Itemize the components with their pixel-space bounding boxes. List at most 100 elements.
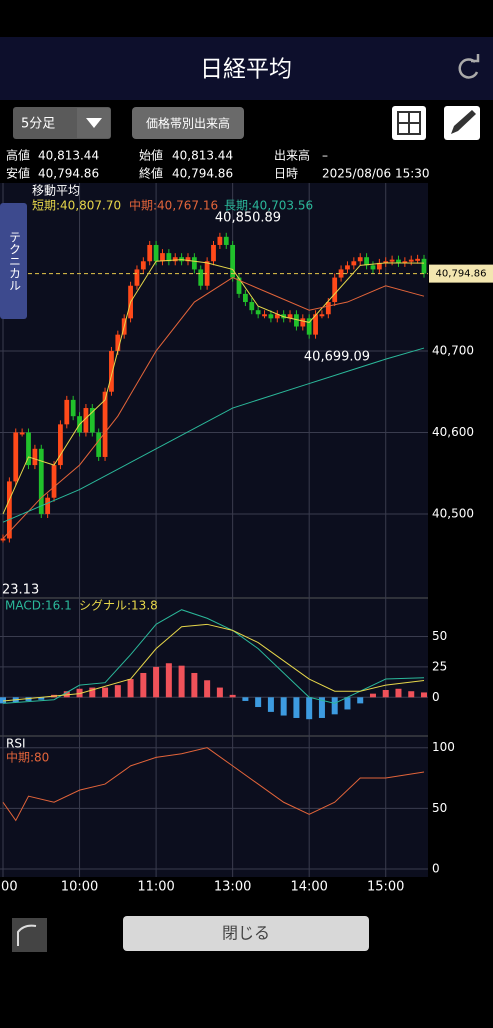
macd-bar <box>267 697 274 712</box>
macd-bar <box>318 697 325 718</box>
candle <box>364 257 369 266</box>
info-label: 始値 <box>139 148 163 163</box>
macd-bar <box>204 680 211 698</box>
macd-bar <box>216 687 223 698</box>
legend-entry: 短期:40,807.70 <box>32 199 121 213</box>
rsi-label: RSI <box>6 737 26 751</box>
last-price-label: 40,794.86 <box>436 269 487 280</box>
info-value: 40,813.44 <box>172 149 233 163</box>
x-tick-label: 15:00 <box>367 880 404 895</box>
ma-line <box>2 347 425 523</box>
candle <box>64 399 70 425</box>
macd-bar <box>127 679 134 698</box>
macd-bar <box>153 666 160 698</box>
macd-line <box>2 609 425 704</box>
candle <box>313 314 318 335</box>
x-tick-label: 10:00 <box>61 880 98 895</box>
close-button[interactable] <box>123 916 369 951</box>
candle <box>211 244 216 262</box>
ma-line <box>2 259 425 515</box>
info-label: 出来高 <box>274 148 310 163</box>
close-button-label: 閉じる <box>222 924 270 943</box>
candle <box>294 314 299 327</box>
signal-label: シグナル:13.8 <box>79 599 158 613</box>
info-value: 40,794.86 <box>38 167 99 181</box>
macd-bar <box>0 697 6 704</box>
macd-bar <box>382 690 389 698</box>
macd-bar <box>344 697 351 710</box>
candle <box>185 257 191 262</box>
x-tick-label: 14:00 <box>290 880 327 895</box>
macd-bar <box>242 697 249 701</box>
candle <box>153 244 159 262</box>
interval-label: 5分足 <box>21 117 55 132</box>
candle <box>408 259 414 262</box>
candle <box>287 314 293 319</box>
macd-bar <box>63 691 70 698</box>
refresh-icon[interactable] <box>458 58 479 79</box>
y-tick-label: 25 <box>432 659 447 673</box>
candle <box>204 261 210 286</box>
macd-bar <box>331 697 338 715</box>
pencil-icon <box>451 110 476 134</box>
candle <box>147 244 153 262</box>
macd-bar <box>38 697 45 700</box>
macd-bar <box>25 697 32 701</box>
technical-tab[interactable] <box>0 203 27 319</box>
macd-bar <box>191 672 198 698</box>
candle <box>38 448 44 515</box>
y-tick-label: 0 <box>432 861 440 875</box>
macd-bar <box>140 672 147 698</box>
candle <box>217 236 223 245</box>
candle <box>415 258 421 261</box>
candle <box>13 432 19 482</box>
candle <box>89 408 95 433</box>
refresh-arrow[interactable] <box>471 54 480 63</box>
candle <box>70 399 76 417</box>
candle <box>249 302 255 311</box>
legend-entry: 中期:40,767.16 <box>129 198 218 213</box>
y-tick-label: 50 <box>432 629 447 643</box>
candle <box>383 261 389 264</box>
candle <box>96 432 102 457</box>
info-label: 日時 <box>274 167 298 181</box>
candle <box>115 334 121 351</box>
annotation: 23.13 <box>2 583 39 598</box>
rsi-mid-label: 中期:80 <box>6 750 49 765</box>
rsi-line <box>2 747 425 822</box>
macd-bar <box>395 688 402 698</box>
candle <box>243 293 248 303</box>
y-tick-label: 40,600 <box>432 425 474 439</box>
candle <box>300 318 306 327</box>
info-value: – <box>322 149 328 163</box>
legend-entry: 長期:40,703.56 <box>224 199 313 213</box>
candle <box>268 314 274 319</box>
volume-button[interactable] <box>132 107 244 139</box>
info-label: 安値 <box>6 166 30 181</box>
volume-button-label: 価格帯別出来高 <box>146 116 230 131</box>
candle <box>338 269 344 278</box>
candle <box>0 538 6 541</box>
candle <box>45 497 51 515</box>
candle <box>140 261 146 270</box>
candle <box>262 314 267 317</box>
header-bar <box>0 37 493 100</box>
x-tick-label: 9:00 <box>0 880 18 895</box>
macd-bar <box>369 693 376 698</box>
candle <box>402 261 408 264</box>
candle <box>306 318 312 335</box>
chart-area <box>0 183 428 877</box>
signal-line <box>2 623 425 702</box>
chart: 9:00 10:00 11:00 13:00 14:00 15:00 40,700 40,60… <box>0 183 493 895</box>
candle <box>351 261 357 266</box>
macd-bar <box>89 687 96 698</box>
y-tick-label: 0 <box>432 690 440 704</box>
macd-bar <box>293 697 300 718</box>
candle <box>109 350 114 392</box>
candle <box>191 257 197 270</box>
candle <box>198 269 204 286</box>
candle <box>236 277 242 294</box>
candle <box>274 314 280 319</box>
macd-bar <box>76 688 83 698</box>
macd-bar <box>306 697 313 720</box>
